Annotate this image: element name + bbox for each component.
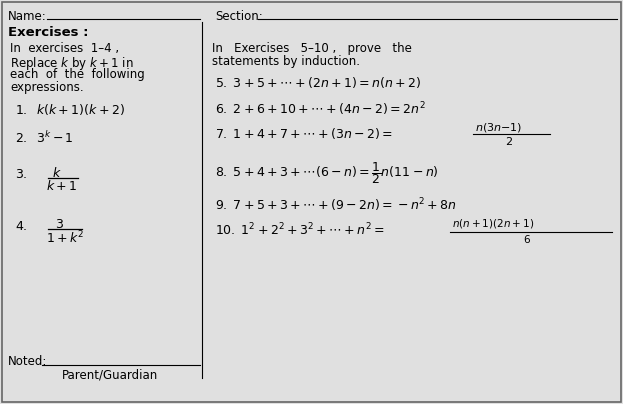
Text: $\mathit{3.}$: $\mathit{3.}$ (15, 168, 27, 181)
Text: $6.\;2+6+10+\cdots+(4n-2)=2n^2$: $6.\;2+6+10+\cdots+(4n-2)=2n^2$ (215, 100, 426, 118)
Text: $n(n+1)(2n+1)$: $n(n+1)(2n+1)$ (452, 217, 535, 230)
Text: Replace $k$ by $k+1$ in: Replace $k$ by $k+1$ in (10, 55, 133, 72)
Text: Section:: Section: (215, 10, 263, 23)
Text: $\mathit{1.}\;\;k(k+1)(k+2)$: $\mathit{1.}\;\;k(k+1)(k+2)$ (15, 102, 125, 117)
Text: Exercises :: Exercises : (8, 26, 88, 39)
Text: $9.\;7+5+3+\cdots+(9-2n)=-n^2+8n$: $9.\;7+5+3+\cdots+(9-2n)=-n^2+8n$ (215, 196, 457, 214)
Text: each  of  the  following: each of the following (10, 68, 145, 81)
Text: $1+k^2$: $1+k^2$ (46, 230, 84, 246)
Text: $10.\;1^2+2^2+3^2+\cdots+n^2=$: $10.\;1^2+2^2+3^2+\cdots+n^2=$ (215, 222, 384, 239)
Text: $7.\;1+4+7+\cdots+(3n-2)=$: $7.\;1+4+7+\cdots+(3n-2)=$ (215, 126, 393, 141)
Text: Parent/Guardian: Parent/Guardian (62, 368, 158, 381)
Text: $k$: $k$ (52, 166, 62, 180)
Text: $n(3n{-}1)$: $n(3n{-}1)$ (475, 121, 522, 134)
Text: In   Exercises   5–10 ,   prove   the: In Exercises 5–10 , prove the (212, 42, 412, 55)
Text: $8.\;5+4+3+\cdots(6-n)=\dfrac{1}{2}n(11-n)$: $8.\;5+4+3+\cdots(6-n)=\dfrac{1}{2}n(11-… (215, 160, 439, 186)
Text: $k+1$: $k+1$ (46, 179, 77, 193)
Text: $5.\;3+5+\cdots+(2n+1)=n(n+2)$: $5.\;3+5+\cdots+(2n+1)=n(n+2)$ (215, 75, 421, 90)
Text: expressions.: expressions. (10, 81, 83, 94)
Text: $\mathit{2.}\;\;3^k-1$: $\mathit{2.}\;\;3^k-1$ (15, 130, 74, 146)
Text: $6$: $6$ (523, 233, 531, 245)
Text: In  exercises  1–4 ,: In exercises 1–4 , (10, 42, 119, 55)
Text: $3$: $3$ (55, 218, 64, 231)
Text: statements by induction.: statements by induction. (212, 55, 360, 68)
Text: Noted:: Noted: (8, 355, 47, 368)
Text: $2$: $2$ (505, 135, 513, 147)
Text: Name:: Name: (8, 10, 47, 23)
Text: $\mathit{4.}$: $\mathit{4.}$ (15, 220, 27, 233)
